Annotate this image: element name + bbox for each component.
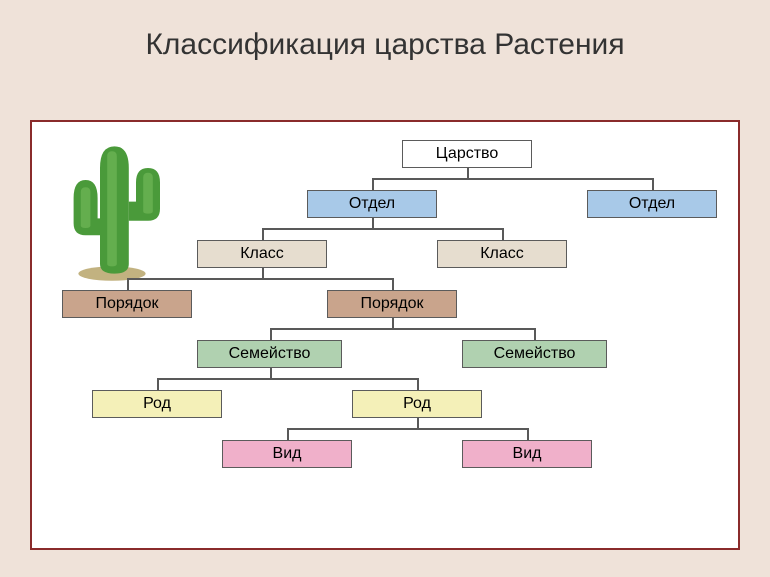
taxonomy-node-label: Порядок — [95, 295, 158, 312]
taxonomy-node-label: Род — [143, 395, 171, 412]
taxonomy-node-family2: Семейство — [462, 340, 607, 368]
taxonomy-node-label: Отдел — [349, 195, 395, 212]
taxonomy-node-species1: Вид — [222, 440, 352, 468]
connector-line — [372, 178, 654, 180]
taxonomy-node-division2: Отдел — [587, 190, 717, 218]
taxonomy-node-species2: Вид — [462, 440, 592, 468]
taxonomy-node-class1: Класс — [197, 240, 327, 268]
taxonomy-node-label: Отдел — [629, 195, 675, 212]
taxonomy-node-genus1: Род — [92, 390, 222, 418]
connector-line — [157, 378, 419, 380]
taxonomy-node-kingdom: Царство — [402, 140, 532, 168]
taxonomy-node-label: Порядок — [360, 295, 423, 312]
taxonomy-node-label: Царство — [436, 145, 499, 162]
taxonomy-node-label: Класс — [240, 245, 284, 262]
taxonomy-node-label: Семейство — [229, 345, 311, 362]
taxonomy-node-label: Род — [403, 395, 431, 412]
cactus-icon — [52, 132, 172, 282]
taxonomy-node-class2: Класс — [437, 240, 567, 268]
taxonomy-node-label: Вид — [273, 445, 302, 462]
taxonomy-node-division1: Отдел — [307, 190, 437, 218]
taxonomy-node-family1: Семейство — [197, 340, 342, 368]
taxonomy-node-order1: Порядок — [62, 290, 192, 318]
connector-line — [127, 278, 394, 280]
taxonomy-node-label: Вид — [513, 445, 542, 462]
diagram-frame: Царство Отдел Отдел Класс Класс Порядок Порядо… — [30, 120, 740, 550]
connector-line — [270, 328, 536, 330]
taxonomy-node-label: Семейство — [494, 345, 576, 362]
connector-line — [287, 428, 529, 430]
connector-line — [262, 228, 504, 230]
taxonomy-node-order2: Порядок — [327, 290, 457, 318]
page-title: Классификация царства Растения — [0, 28, 770, 62]
taxonomy-node-genus2: Род — [352, 390, 482, 418]
taxonomy-node-label: Класс — [480, 245, 524, 262]
